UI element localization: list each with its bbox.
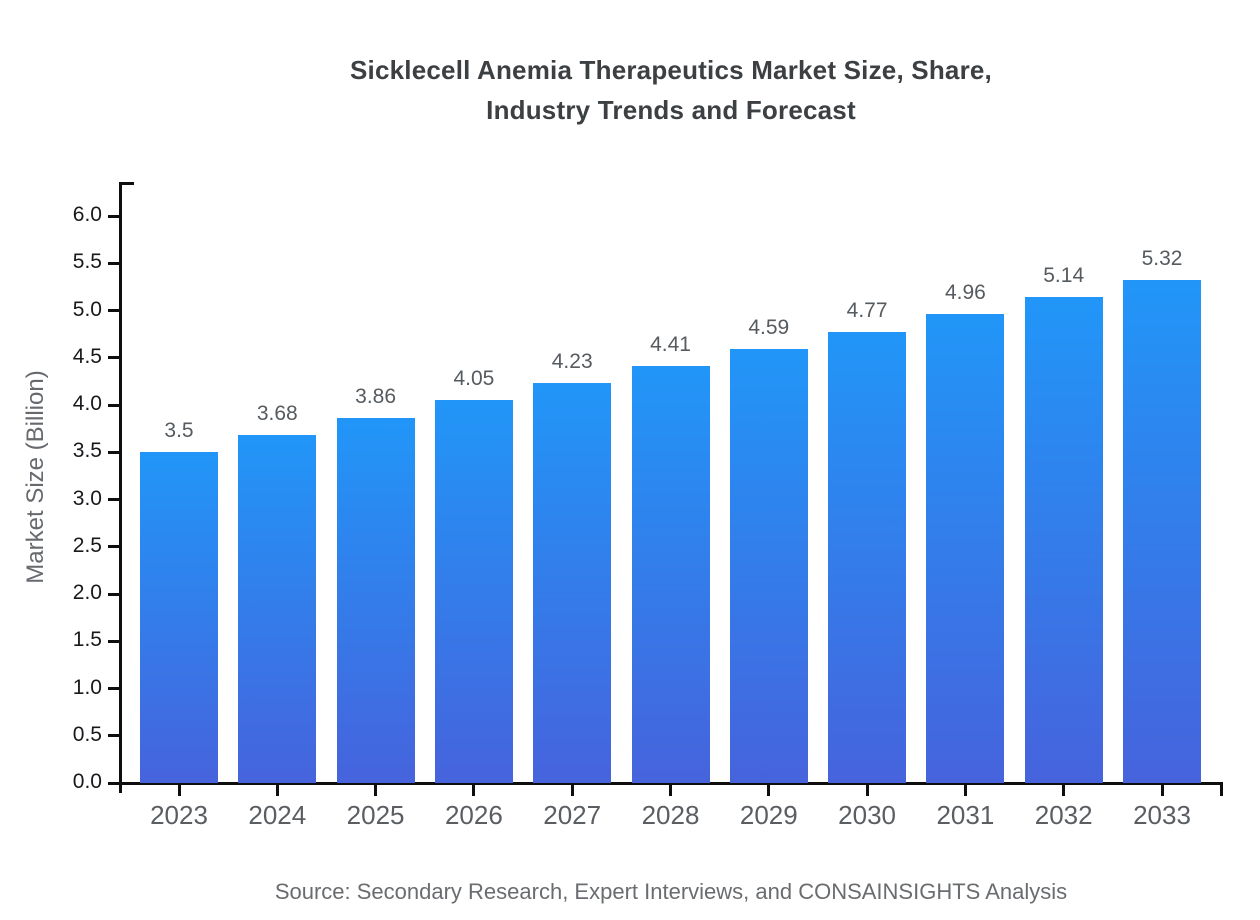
x-tick bbox=[177, 783, 181, 796]
y-tick-label: 6.0 bbox=[72, 203, 102, 226]
bar bbox=[336, 418, 415, 783]
x-tick-label: 2029 bbox=[739, 800, 798, 830]
y-tick bbox=[108, 261, 120, 265]
y-tick bbox=[108, 214, 120, 218]
bar bbox=[533, 383, 612, 783]
x-tick-label: 2026 bbox=[444, 800, 503, 830]
x-axis-line bbox=[110, 781, 1223, 785]
bar-value-label: 3.68 bbox=[256, 402, 298, 426]
y-tick-label: 4.0 bbox=[72, 392, 102, 415]
bar bbox=[1123, 280, 1201, 783]
y-tick bbox=[108, 309, 120, 312]
y-tick bbox=[108, 781, 120, 785]
bar bbox=[434, 400, 513, 783]
bar bbox=[926, 314, 1005, 783]
bar-value-label: 4.59 bbox=[748, 316, 790, 340]
y-tick bbox=[108, 545, 120, 549]
bar bbox=[631, 366, 710, 783]
y-tick bbox=[108, 687, 120, 690]
y-tick-label: 5.0 bbox=[72, 297, 102, 321]
y-axis-line bbox=[118, 182, 122, 793]
y-tick-label: 5.5 bbox=[72, 250, 102, 274]
bar bbox=[1024, 297, 1103, 783]
y-tick-label: 1.5 bbox=[72, 628, 102, 652]
x-tick-label: 2033 bbox=[1133, 800, 1191, 830]
bar-value-label: 4.96 bbox=[944, 281, 986, 305]
y-tick-label: 3.0 bbox=[72, 486, 102, 510]
bar bbox=[238, 435, 317, 783]
y-tick-label: 2.5 bbox=[72, 533, 102, 557]
x-tick-label: 2032 bbox=[1034, 800, 1093, 830]
y-tick bbox=[108, 356, 120, 360]
y-tick-label: 1.0 bbox=[72, 675, 102, 699]
x-tick-label: 2031 bbox=[936, 800, 995, 830]
bar-value-label: 4.05 bbox=[453, 367, 495, 391]
y-tick bbox=[108, 639, 120, 643]
y-tick-label: 2.0 bbox=[72, 581, 102, 604]
bar-value-label: 3.86 bbox=[355, 385, 397, 409]
y-tick-label: 0.0 bbox=[72, 770, 102, 793]
x-axis-end-cap bbox=[1219, 783, 1223, 796]
bar-value-label: 4.23 bbox=[551, 350, 593, 374]
x-tick bbox=[1160, 783, 1164, 796]
x-tick bbox=[1062, 783, 1066, 796]
x-tick bbox=[963, 783, 967, 796]
x-tick-label: 2027 bbox=[543, 800, 602, 830]
chart-title: Sicklecell Anemia Therapeutics Market Si… bbox=[350, 55, 992, 125]
x-tick-label: 2024 bbox=[248, 800, 307, 830]
bar-value-label: 4.41 bbox=[650, 333, 691, 357]
bar bbox=[729, 349, 808, 783]
y-tick-label: 3.5 bbox=[72, 439, 102, 463]
source-text: Source: Secondary Research, Expert Inter… bbox=[274, 879, 1068, 904]
y-tick bbox=[108, 498, 120, 501]
bar bbox=[140, 452, 218, 783]
y-tick bbox=[108, 734, 120, 738]
bar-value-label: 3.5 bbox=[164, 419, 194, 443]
x-tick bbox=[865, 783, 869, 796]
bar bbox=[828, 332, 907, 783]
bar-value-label: 4.77 bbox=[846, 299, 888, 323]
y-axis-end-cap bbox=[120, 181, 134, 185]
x-tick-label: 2028 bbox=[641, 800, 700, 830]
x-tick bbox=[275, 783, 279, 796]
x-tick bbox=[374, 783, 378, 796]
y-tick-label: 4.5 bbox=[72, 344, 102, 368]
x-tick bbox=[570, 783, 574, 796]
x-tick bbox=[767, 783, 771, 796]
x-tick-label: 2025 bbox=[346, 800, 405, 830]
x-tick bbox=[669, 783, 672, 796]
y-tick bbox=[108, 592, 120, 596]
bar-value-label: 5.32 bbox=[1141, 247, 1183, 271]
y-tick bbox=[108, 450, 120, 454]
y-tick bbox=[108, 403, 120, 407]
x-tick-label: 2023 bbox=[150, 800, 208, 830]
x-tick bbox=[472, 783, 476, 796]
y-tick-label: 0.5 bbox=[72, 722, 102, 746]
bar-value-label: 5.14 bbox=[1043, 264, 1085, 288]
x-tick-label: 2030 bbox=[838, 800, 897, 830]
